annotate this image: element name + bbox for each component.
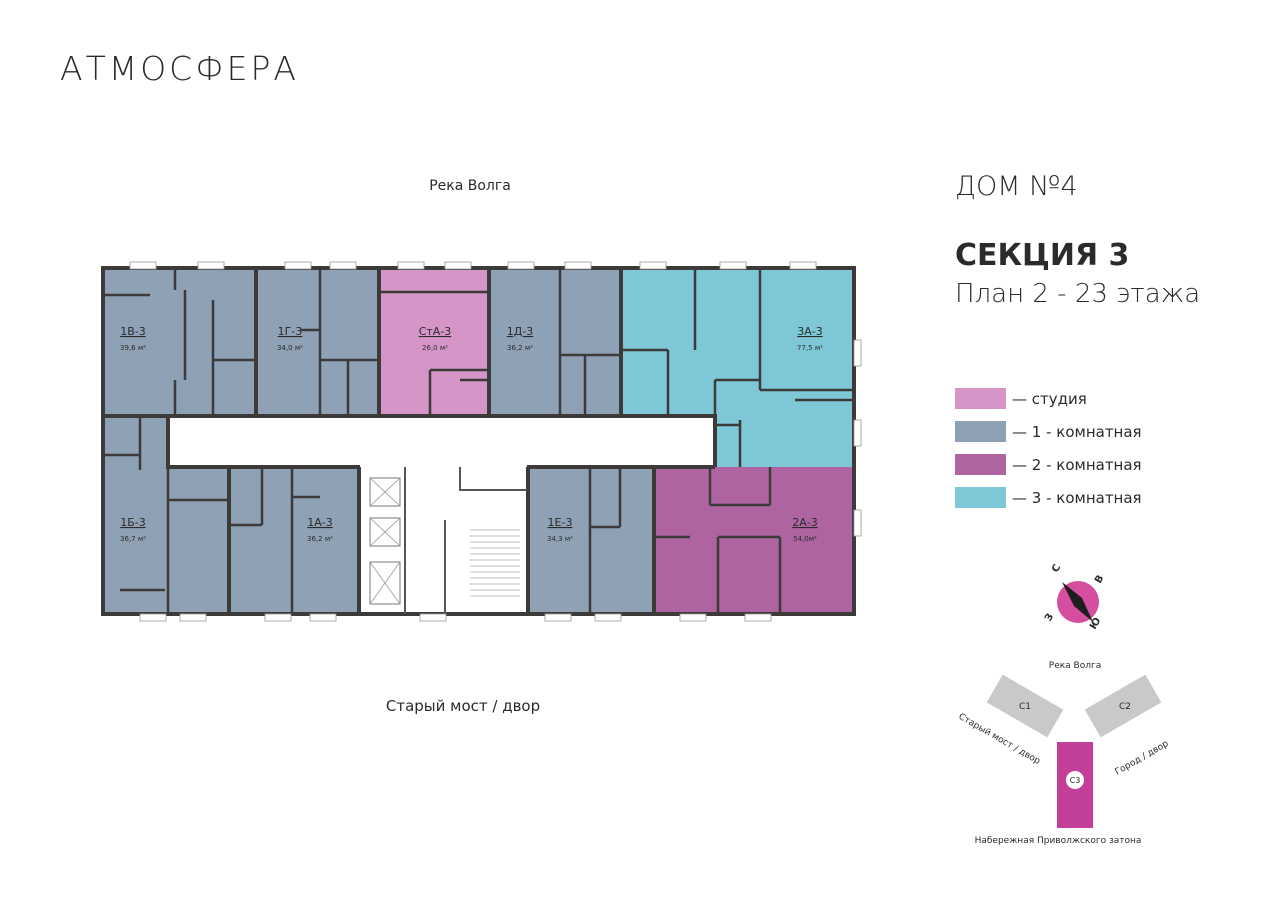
window [179,613,207,622]
apartment-area: 26,0 м² [422,344,448,352]
elevator [369,561,401,605]
apartment [490,270,620,415]
legend-label: — 1 - комнатная [1012,423,1142,441]
apartment-name: 1Д-3 [507,325,534,338]
window [284,261,312,270]
apartment [105,270,255,415]
legend-swatch [955,454,1006,475]
elevator [369,517,401,547]
apartment-name: 2А-3 [792,516,818,529]
window [139,613,167,622]
window [719,261,747,270]
window [444,261,472,270]
floors-title: План 2 - 23 этажа [955,279,1200,309]
legend-swatch [955,487,1006,508]
window [419,613,447,622]
apartment-area: 77,5 м² [797,344,823,352]
window [853,419,862,447]
apartment-name: 3А-3 [797,325,823,338]
wall [103,414,717,467]
plan-top-label: Река Волга [429,178,511,194]
window [309,613,337,622]
window [853,509,862,537]
apartment-area: 36,2 м² [507,344,533,352]
window [397,261,425,270]
elevator-cross [369,477,401,507]
apartment-area: 36,2 м² [307,535,333,543]
window [853,339,862,367]
elevator [369,477,401,507]
c1-label: С1 [1019,702,1031,712]
legend-label: — 3 - комнатная [1012,489,1142,507]
floor-plan: 1В-3 39,6 м² 1Г-3 34,0 м² СтА-3 26,0 м² 1Д-3 36… [101,261,862,622]
site-right-label: Город / двор [1114,739,1171,778]
c3-label: С3 [1070,776,1081,785]
compass-arrow [1062,582,1093,622]
logo: АТМОСФЕРА [60,49,299,88]
compass: С В З Ю [1043,563,1106,632]
window [594,613,622,622]
apartment-area: 34,3 м² [547,535,573,543]
wall [166,416,360,469]
apartment-area: 39,6 м² [120,344,146,352]
elevator-cross [369,517,401,547]
apartment-name: 1Г-3 [278,325,303,338]
apartment-name: 1В-3 [120,325,146,338]
building-c2 [1084,674,1162,738]
apartment-area: 34,0 м² [277,344,303,352]
apartment [655,467,852,612]
building-c1 [986,674,1064,738]
corridor [168,417,715,467]
apartment-name: 1Е-3 [548,516,573,529]
c3-marker [1066,771,1084,789]
window [789,261,817,270]
apartment-area: 54,0м² [793,535,817,543]
window [744,613,772,622]
site-plan: Река Волга С1 С2 С3 Старый мост / двор Г… [957,661,1171,846]
apartment-area: 36,7 м² [120,535,146,543]
apartment [230,467,358,612]
apartment [257,270,378,415]
window [264,613,292,622]
apartment-name: 1Б-3 [120,516,146,529]
plan-bottom-label: Старый мост / двор [386,697,540,715]
apartment-name: СтА-3 [419,325,452,338]
window [679,613,707,622]
compass-south: Ю [1088,616,1104,632]
c2-label: С2 [1119,702,1131,712]
compass-east: В [1093,573,1106,585]
section-title: СЕКЦИЯ 3 [955,238,1129,273]
window [129,261,157,270]
window [544,613,572,622]
legend: — студия — 1 - комнатная — 2 - комнатная — … [955,388,1142,508]
legend-swatch [955,388,1006,409]
apartment [622,270,852,467]
house-title: ДОМ №4 [955,171,1078,202]
apartment-name: 1А-3 [307,516,333,529]
compass-north: С [1050,563,1063,575]
window [507,261,535,270]
elevator-cross [369,561,401,605]
window [197,261,225,270]
legend-swatch [955,421,1006,442]
window [329,261,357,270]
wall [101,266,856,616]
window [639,261,667,270]
core [360,467,527,614]
compass-west: З [1043,612,1056,624]
site-top-label: Река Волга [1049,661,1101,671]
window [564,261,592,270]
core-wall [404,467,527,614]
site-bottom-label: Набережная Приволжского затона [975,836,1142,846]
legend-label: — 2 - комнатная [1012,456,1142,474]
apartment [105,418,228,612]
legend-label: — студия [1012,390,1087,408]
